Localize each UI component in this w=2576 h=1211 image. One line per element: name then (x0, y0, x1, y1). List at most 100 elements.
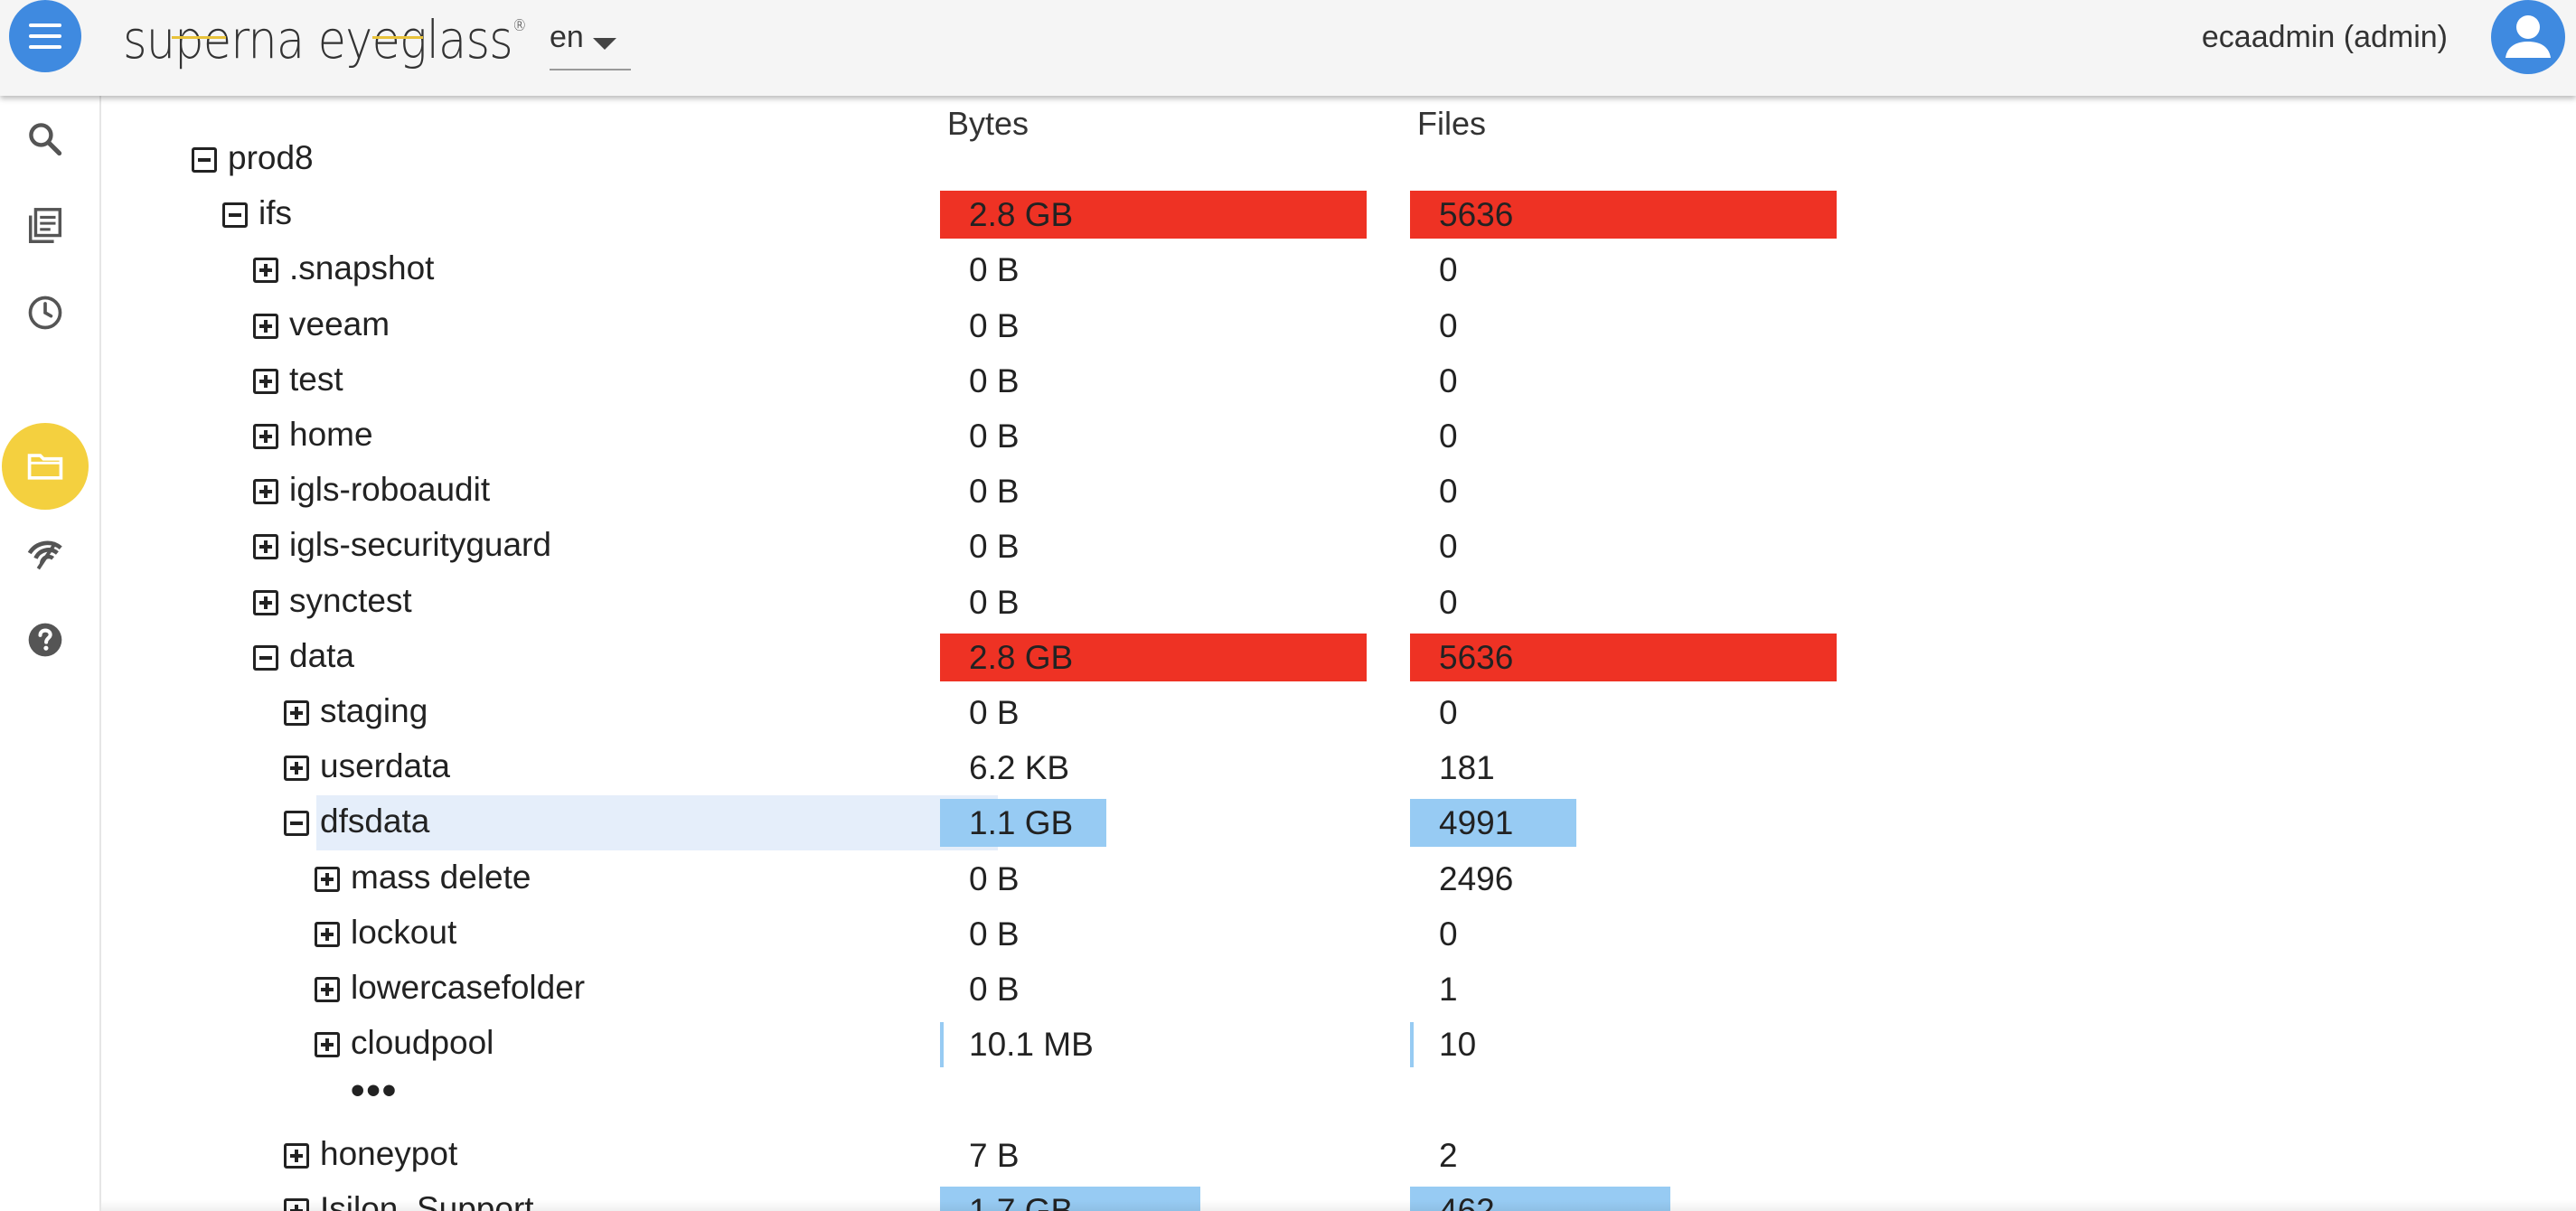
expand-icon[interactable] (284, 1197, 309, 1211)
bytes-value: 7 B (969, 1136, 1020, 1174)
collapse-icon[interactable] (284, 811, 309, 837)
files-cell: 181 (1410, 744, 1837, 792)
scroll-fade (101, 1200, 2576, 1211)
collapse-icon[interactable] (222, 202, 248, 229)
folder-name[interactable]: veeam (289, 305, 390, 343)
expand-icon[interactable] (315, 977, 340, 1002)
expand-icon[interactable] (315, 1032, 340, 1058)
user-icon (2505, 15, 2551, 58)
files-value: 5636 (1439, 638, 1514, 676)
bytes-cell: 0 B (940, 689, 1367, 737)
menu-icon-bar-middle (29, 34, 61, 38)
expand-icon[interactable] (315, 866, 340, 892)
expand-icon[interactable] (284, 1142, 309, 1169)
folder-name[interactable]: .snapshot (289, 249, 435, 287)
folder-name[interactable]: cloudpool (351, 1024, 494, 1062)
tree-row[interactable]: ••• (101, 1068, 2576, 1127)
folder-name[interactable]: ifs (259, 194, 292, 232)
expand-icon[interactable] (315, 921, 340, 947)
files-cell: 2 (1410, 1131, 1837, 1179)
folder-name[interactable]: dfsdata (320, 803, 430, 840)
bytes-cell: 2.8 GB (940, 633, 1367, 681)
sidebar-item-reports[interactable] (2, 183, 89, 269)
folder-name[interactable]: test (289, 360, 343, 398)
bytes-value: 10.1 MB (969, 1026, 1094, 1064)
folder-name[interactable]: igls-roboaudit (289, 471, 491, 509)
expand-icon[interactable] (284, 700, 309, 726)
menu-icon-bar-top (29, 23, 61, 27)
logo-accent-stroke (172, 36, 226, 39)
sidebar-item-help[interactable] (2, 596, 89, 683)
tree-row[interactable]: mass delete 0 B 2496 (101, 851, 2576, 906)
bytes-usage-bar (940, 1022, 944, 1068)
bytes-cell: 2.8 GB (940, 191, 1367, 239)
folder-name[interactable]: lockout (351, 913, 457, 951)
sidebar-item-search[interactable] (2, 96, 89, 183)
folder-name[interactable]: Isilon_Support (320, 1187, 534, 1211)
tree-row[interactable]: home 0 B 0 (101, 408, 2576, 464)
tree-row[interactable]: lowercasefolder 0 B 1 (101, 962, 2576, 1017)
files-value: 0 (1439, 361, 1458, 399)
bytes-value: 0 B (969, 306, 1020, 344)
folder-name[interactable]: lowercasefolder (351, 969, 586, 1006)
files-value: 2496 (1439, 859, 1514, 897)
tree-row[interactable]: .snapshot 0 B 0 (101, 242, 2576, 297)
expand-icon[interactable] (253, 368, 278, 394)
folder-name[interactable]: synctest (289, 581, 412, 619)
selected-row-highlight (316, 795, 998, 851)
tree-row[interactable]: test 0 B 0 (101, 353, 2576, 408)
files-value: 5636 (1439, 196, 1514, 234)
help-icon (28, 623, 62, 657)
tree-row[interactable]: lockout 0 B 0 (101, 906, 2576, 962)
tree-row[interactable]: synctest 0 B 0 (101, 575, 2576, 630)
bytes-cell: 0 B (940, 965, 1367, 1013)
expand-icon[interactable] (253, 534, 278, 560)
tree-row[interactable]: data 2.8 GB 5636 (101, 630, 2576, 685)
brand-logo: superna eyeglass® (123, 9, 527, 70)
folder-name[interactable]: prod8 (228, 139, 314, 176)
expand-icon[interactable] (284, 756, 309, 782)
tree-row[interactable]: veeam 0 B 0 (101, 298, 2576, 353)
files-cell: 0 (1410, 522, 1837, 570)
expand-icon[interactable] (253, 479, 278, 505)
folder-name[interactable]: mass delete (351, 858, 531, 896)
user-label[interactable]: ecaadmin (admin) (2201, 20, 2448, 54)
bytes-usage-bar (940, 1186, 1200, 1211)
expand-icon[interactable] (253, 258, 278, 284)
expand-icon[interactable] (253, 589, 278, 615)
folder-name[interactable]: staging (320, 692, 428, 729)
bytes-value: 0 B (969, 915, 1020, 953)
sidebar-item-signal[interactable] (2, 510, 89, 596)
folder-name[interactable]: userdata (320, 747, 450, 785)
tree-row[interactable]: staging 0 B 0 (101, 685, 2576, 740)
folder-name[interactable]: data (289, 636, 355, 674)
files-value: 0 (1439, 583, 1458, 621)
sidebar-item-history[interactable] (2, 269, 89, 356)
tree-row[interactable]: ifs 2.8 GB 5636 (101, 187, 2576, 242)
top-header: superna eyeglass® en ecaadmin (admin) (0, 0, 2576, 96)
files-value: 2 (1439, 1136, 1458, 1174)
menu-button[interactable] (9, 0, 81, 72)
folder-name[interactable]: honeypot (320, 1134, 458, 1172)
bytes-value: 0 B (969, 418, 1020, 455)
collapse-icon[interactable] (253, 644, 278, 671)
user-avatar[interactable] (2491, 0, 2565, 74)
files-cell: 10 (1410, 1020, 1837, 1068)
more-items-ellipsis[interactable]: ••• (351, 1068, 399, 1113)
tree-row[interactable]: Isilon_Support 1.7 GB 462 (101, 1183, 2576, 1211)
tree-row[interactable]: igls-roboaudit 0 B 0 (101, 464, 2576, 519)
tree-row[interactable]: userdata 6.2 KB 181 (101, 740, 2576, 795)
language-select[interactable]: en (550, 20, 631, 70)
expand-icon[interactable] (253, 313, 278, 339)
collapse-icon[interactable] (192, 147, 217, 173)
sidebar-item-folders[interactable] (2, 423, 89, 510)
folder-name[interactable]: home (289, 416, 373, 453)
tree-row[interactable]: honeypot 7 B 2 (101, 1128, 2576, 1183)
tree-row[interactable]: igls-securityguard 0 B 0 (101, 519, 2576, 574)
expand-icon[interactable] (253, 424, 278, 449)
tree-row[interactable]: cloudpool 10.1 MB 10 (101, 1017, 2576, 1072)
tree-row[interactable]: prod8 (101, 132, 2576, 187)
folder-name[interactable]: igls-securityguard (289, 526, 551, 564)
files-value: 10 (1439, 1026, 1477, 1064)
tree-row[interactable]: dfsdata 1.1 GB 4991 (101, 795, 2576, 851)
